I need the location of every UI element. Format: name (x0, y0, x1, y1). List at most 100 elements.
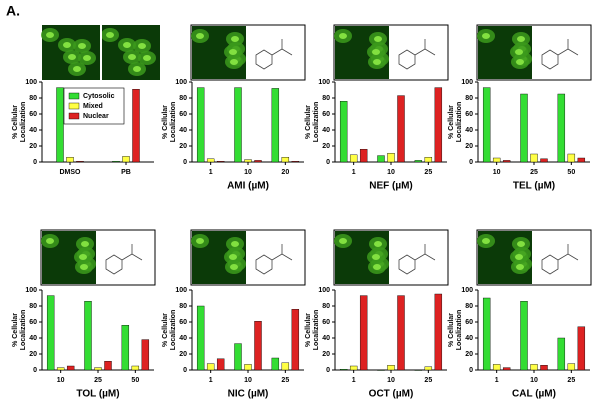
y-tick-label: 100 (175, 287, 187, 294)
y-tick-label: 40 (465, 127, 473, 134)
y-tick-label: 100 (175, 79, 187, 86)
cell-nucleus (106, 32, 114, 38)
cell-nucleus (46, 32, 54, 38)
cell-nucleus (68, 54, 76, 60)
bar (244, 159, 252, 163)
y-tick-label: 80 (465, 95, 473, 102)
bar (492, 157, 501, 163)
bar (540, 365, 548, 371)
y-tick-label: 20 (29, 143, 37, 150)
y-tick-label: 0 (33, 367, 37, 374)
y-tick-label: 20 (465, 351, 473, 358)
bar (271, 357, 280, 371)
x-tick-label: 1 (352, 377, 356, 384)
cell-nucleus (373, 264, 381, 270)
bar (131, 365, 140, 371)
y-tick-label: 80 (179, 95, 187, 102)
cell-nucleus (339, 33, 347, 39)
figure-label: A. (6, 3, 20, 19)
x-tick-label: 25 (424, 377, 432, 384)
bar (66, 156, 74, 163)
bar (414, 369, 423, 371)
cell-nucleus (73, 66, 81, 72)
bar (387, 365, 395, 371)
bar (424, 156, 433, 163)
y-axis-label: % Cellular (305, 105, 312, 139)
bar (349, 154, 358, 163)
cell-nucleus (374, 241, 382, 247)
x-tick-label: DMSO (60, 169, 82, 176)
bar (492, 364, 501, 371)
bar (291, 160, 300, 163)
bar (540, 158, 548, 163)
bar (502, 160, 511, 163)
y-axis-label: Localization (20, 102, 27, 142)
bar (530, 153, 538, 163)
x-axis-label: NEF (µM) (369, 181, 413, 192)
bar (281, 362, 290, 371)
y-tick-label: 20 (465, 143, 473, 150)
x-tick-label: 25 (567, 377, 575, 384)
y-tick-label: 60 (322, 319, 330, 326)
bar (359, 295, 368, 371)
cell-nucleus (231, 36, 239, 42)
cell-nucleus (517, 241, 525, 247)
x-tick-label: 25 (281, 377, 289, 384)
y-tick-label: 80 (179, 303, 187, 310)
y-tick-label: 100 (318, 287, 330, 294)
y-axis-label: Localization (456, 102, 463, 142)
structure (398, 39, 436, 70)
y-tick-label: 60 (179, 319, 187, 326)
cell-nucleus (143, 55, 151, 61)
bar (84, 301, 92, 371)
y-axis-label: % Cellular (162, 313, 169, 347)
y-tick-label: 20 (179, 351, 187, 358)
cell-nucleus (372, 254, 380, 260)
cell-nucleus (515, 254, 523, 260)
bar (122, 156, 130, 163)
x-axis-label: NIC (µM) (228, 389, 269, 400)
bar (104, 361, 112, 371)
bar (414, 160, 423, 163)
y-tick-label: 60 (29, 319, 37, 326)
y-tick-label: 20 (322, 143, 330, 150)
bar (577, 326, 586, 371)
cell-nucleus (196, 33, 204, 39)
y-tick-label: 80 (465, 303, 473, 310)
bar (377, 155, 385, 163)
y-tick-label: 20 (179, 143, 187, 150)
bar (206, 363, 215, 371)
bar (502, 367, 511, 371)
legend-label: Mixed (83, 103, 103, 110)
bar (196, 305, 205, 371)
bar (291, 309, 300, 371)
structure (541, 39, 579, 70)
cell-nucleus (128, 54, 136, 60)
cell-nucleus (374, 36, 382, 42)
bar (46, 295, 55, 371)
bar (482, 297, 491, 371)
bar (530, 364, 538, 371)
x-tick-label: 10 (493, 169, 501, 176)
x-tick-label: 10 (244, 169, 252, 176)
y-tick-label: 0 (33, 159, 37, 166)
bar (567, 363, 576, 371)
y-tick-label: 60 (322, 111, 330, 118)
structure (541, 244, 579, 275)
legend-label: Cytosolic (83, 93, 115, 100)
bar (567, 153, 576, 163)
cell-nucleus (229, 49, 237, 55)
x-tick-label: 25 (530, 169, 538, 176)
y-tick-label: 20 (322, 351, 330, 358)
bar (434, 293, 443, 371)
x-tick-label: 10 (57, 377, 65, 384)
bar (132, 88, 140, 163)
y-axis-label: % Cellular (12, 313, 19, 347)
bar (196, 87, 205, 163)
y-axis-label: % Cellular (12, 105, 19, 139)
y-tick-label: 100 (25, 287, 37, 294)
legend-swatch (68, 92, 80, 100)
y-tick-label: 20 (29, 351, 37, 358)
x-tick-label: 10 (530, 377, 538, 384)
